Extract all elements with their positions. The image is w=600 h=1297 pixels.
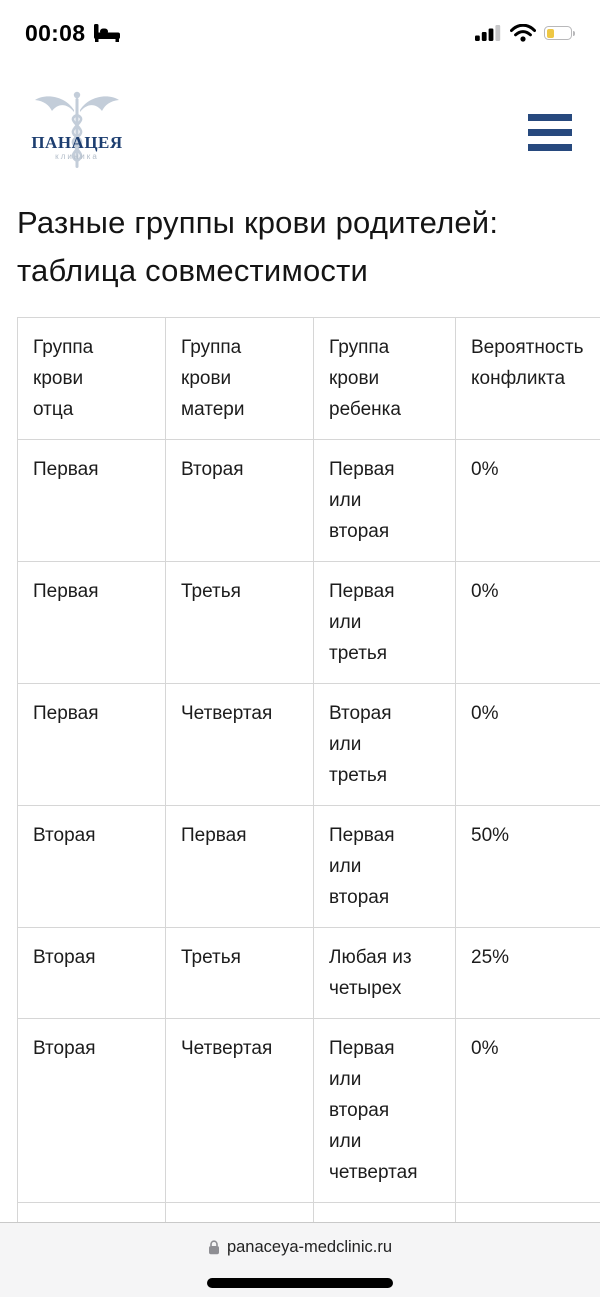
- table-cell: Первая или вторая: [313, 439, 456, 562]
- table-row: Первая Третья Первая или третья 0%: [17, 561, 600, 684]
- site-header: ПАНАЦЕЯ клиника: [0, 86, 600, 178]
- table-cell: Вторая: [17, 1018, 166, 1203]
- table-cell: Вторая: [17, 805, 166, 928]
- col-header-child: Группа крови ребенка: [313, 317, 456, 440]
- table-cell: 25%: [455, 927, 600, 1019]
- table-cell: Третья: [165, 927, 314, 1019]
- table-cell: 0%: [455, 683, 600, 806]
- table-cell: 0%: [455, 1018, 600, 1203]
- col-header-father: Группа крови отца: [17, 317, 166, 440]
- table-cell: Четвертая: [165, 1018, 314, 1203]
- battery-icon: [544, 26, 578, 40]
- col-header-probability: Вероятность конфликта: [455, 317, 600, 440]
- table-cell: Первая: [17, 561, 166, 684]
- logo-subtitle: клиника: [55, 152, 99, 161]
- table-cell: Первая или третья: [313, 561, 456, 684]
- table-header-row: Группа крови отца Группа крови матери Гр…: [17, 317, 600, 440]
- status-time: 00:08: [25, 19, 86, 46]
- table-cell: Первая или вторая или четвертая: [313, 1018, 456, 1203]
- clinic-logo[interactable]: ПАНАЦЕЯ клиника: [28, 87, 126, 177]
- compatibility-table: Группа крови отца Группа крови матери Гр…: [17, 317, 600, 1232]
- table-cell: Вторая или третья: [313, 683, 456, 806]
- page-title: Разные группы крови родителей: таблица с…: [17, 205, 499, 288]
- home-indicator[interactable]: [207, 1278, 393, 1288]
- url-text: panaceya-medclinic.ru: [226, 1238, 393, 1256]
- sleep-bed-icon: [94, 24, 121, 42]
- table-cell: Вторая: [17, 927, 166, 1019]
- hamburger-icon: [528, 128, 572, 136]
- table-cell: Первая: [17, 683, 166, 806]
- table-cell: Первая: [17, 439, 166, 562]
- table-row: Вторая Четвертая Первая или вторая или чет…: [17, 1018, 600, 1203]
- table-cell: 0%: [455, 439, 600, 562]
- table-row: Первая Четвертая Вторая или третья 0%: [17, 683, 600, 806]
- cellular-signal-icon: [475, 25, 501, 41]
- status-left: 00:08: [25, 19, 121, 47]
- table-cell: 50%: [455, 805, 600, 928]
- status-right: [475, 24, 578, 42]
- table-cell: Третья: [165, 561, 314, 684]
- wifi-icon: [510, 24, 536, 42]
- table-cell: Первая или вторая: [313, 805, 456, 928]
- hamburger-icon: [528, 113, 572, 121]
- table-cell: Первая: [165, 805, 314, 928]
- address-bar[interactable]: panaceya-medclinic.ru: [0, 1238, 600, 1257]
- table-cell: Вторая: [165, 439, 314, 562]
- caduceus-icon: [35, 91, 119, 168]
- status-bar: 00:08: [0, 0, 600, 56]
- compatibility-table-wrap[interactable]: Группа крови отца Группа крови матери Гр…: [17, 317, 600, 1232]
- menu-button[interactable]: [528, 113, 572, 151]
- table-cell: 0%: [455, 561, 600, 684]
- table-row: Первая Вторая Первая или вторая 0%: [17, 439, 600, 562]
- hamburger-icon: [528, 143, 572, 151]
- table-row: Вторая Первая Первая или вторая 50%: [17, 805, 600, 928]
- lock-icon: [208, 1240, 219, 1255]
- table-cell: Любая из четырех: [313, 927, 456, 1019]
- logo-title: ПАНАЦЕЯ: [31, 133, 123, 152]
- safari-bottom-bar: panaceya-medclinic.ru: [0, 1222, 600, 1297]
- col-header-mother: Группа крови матери: [165, 317, 314, 440]
- table-body: Первая Вторая Первая или вторая 0% Первая Тре…: [17, 439, 600, 1232]
- table-cell: Четвертая: [165, 683, 314, 806]
- table-row: Вторая Третья Любая из четырех 25%: [17, 927, 600, 1019]
